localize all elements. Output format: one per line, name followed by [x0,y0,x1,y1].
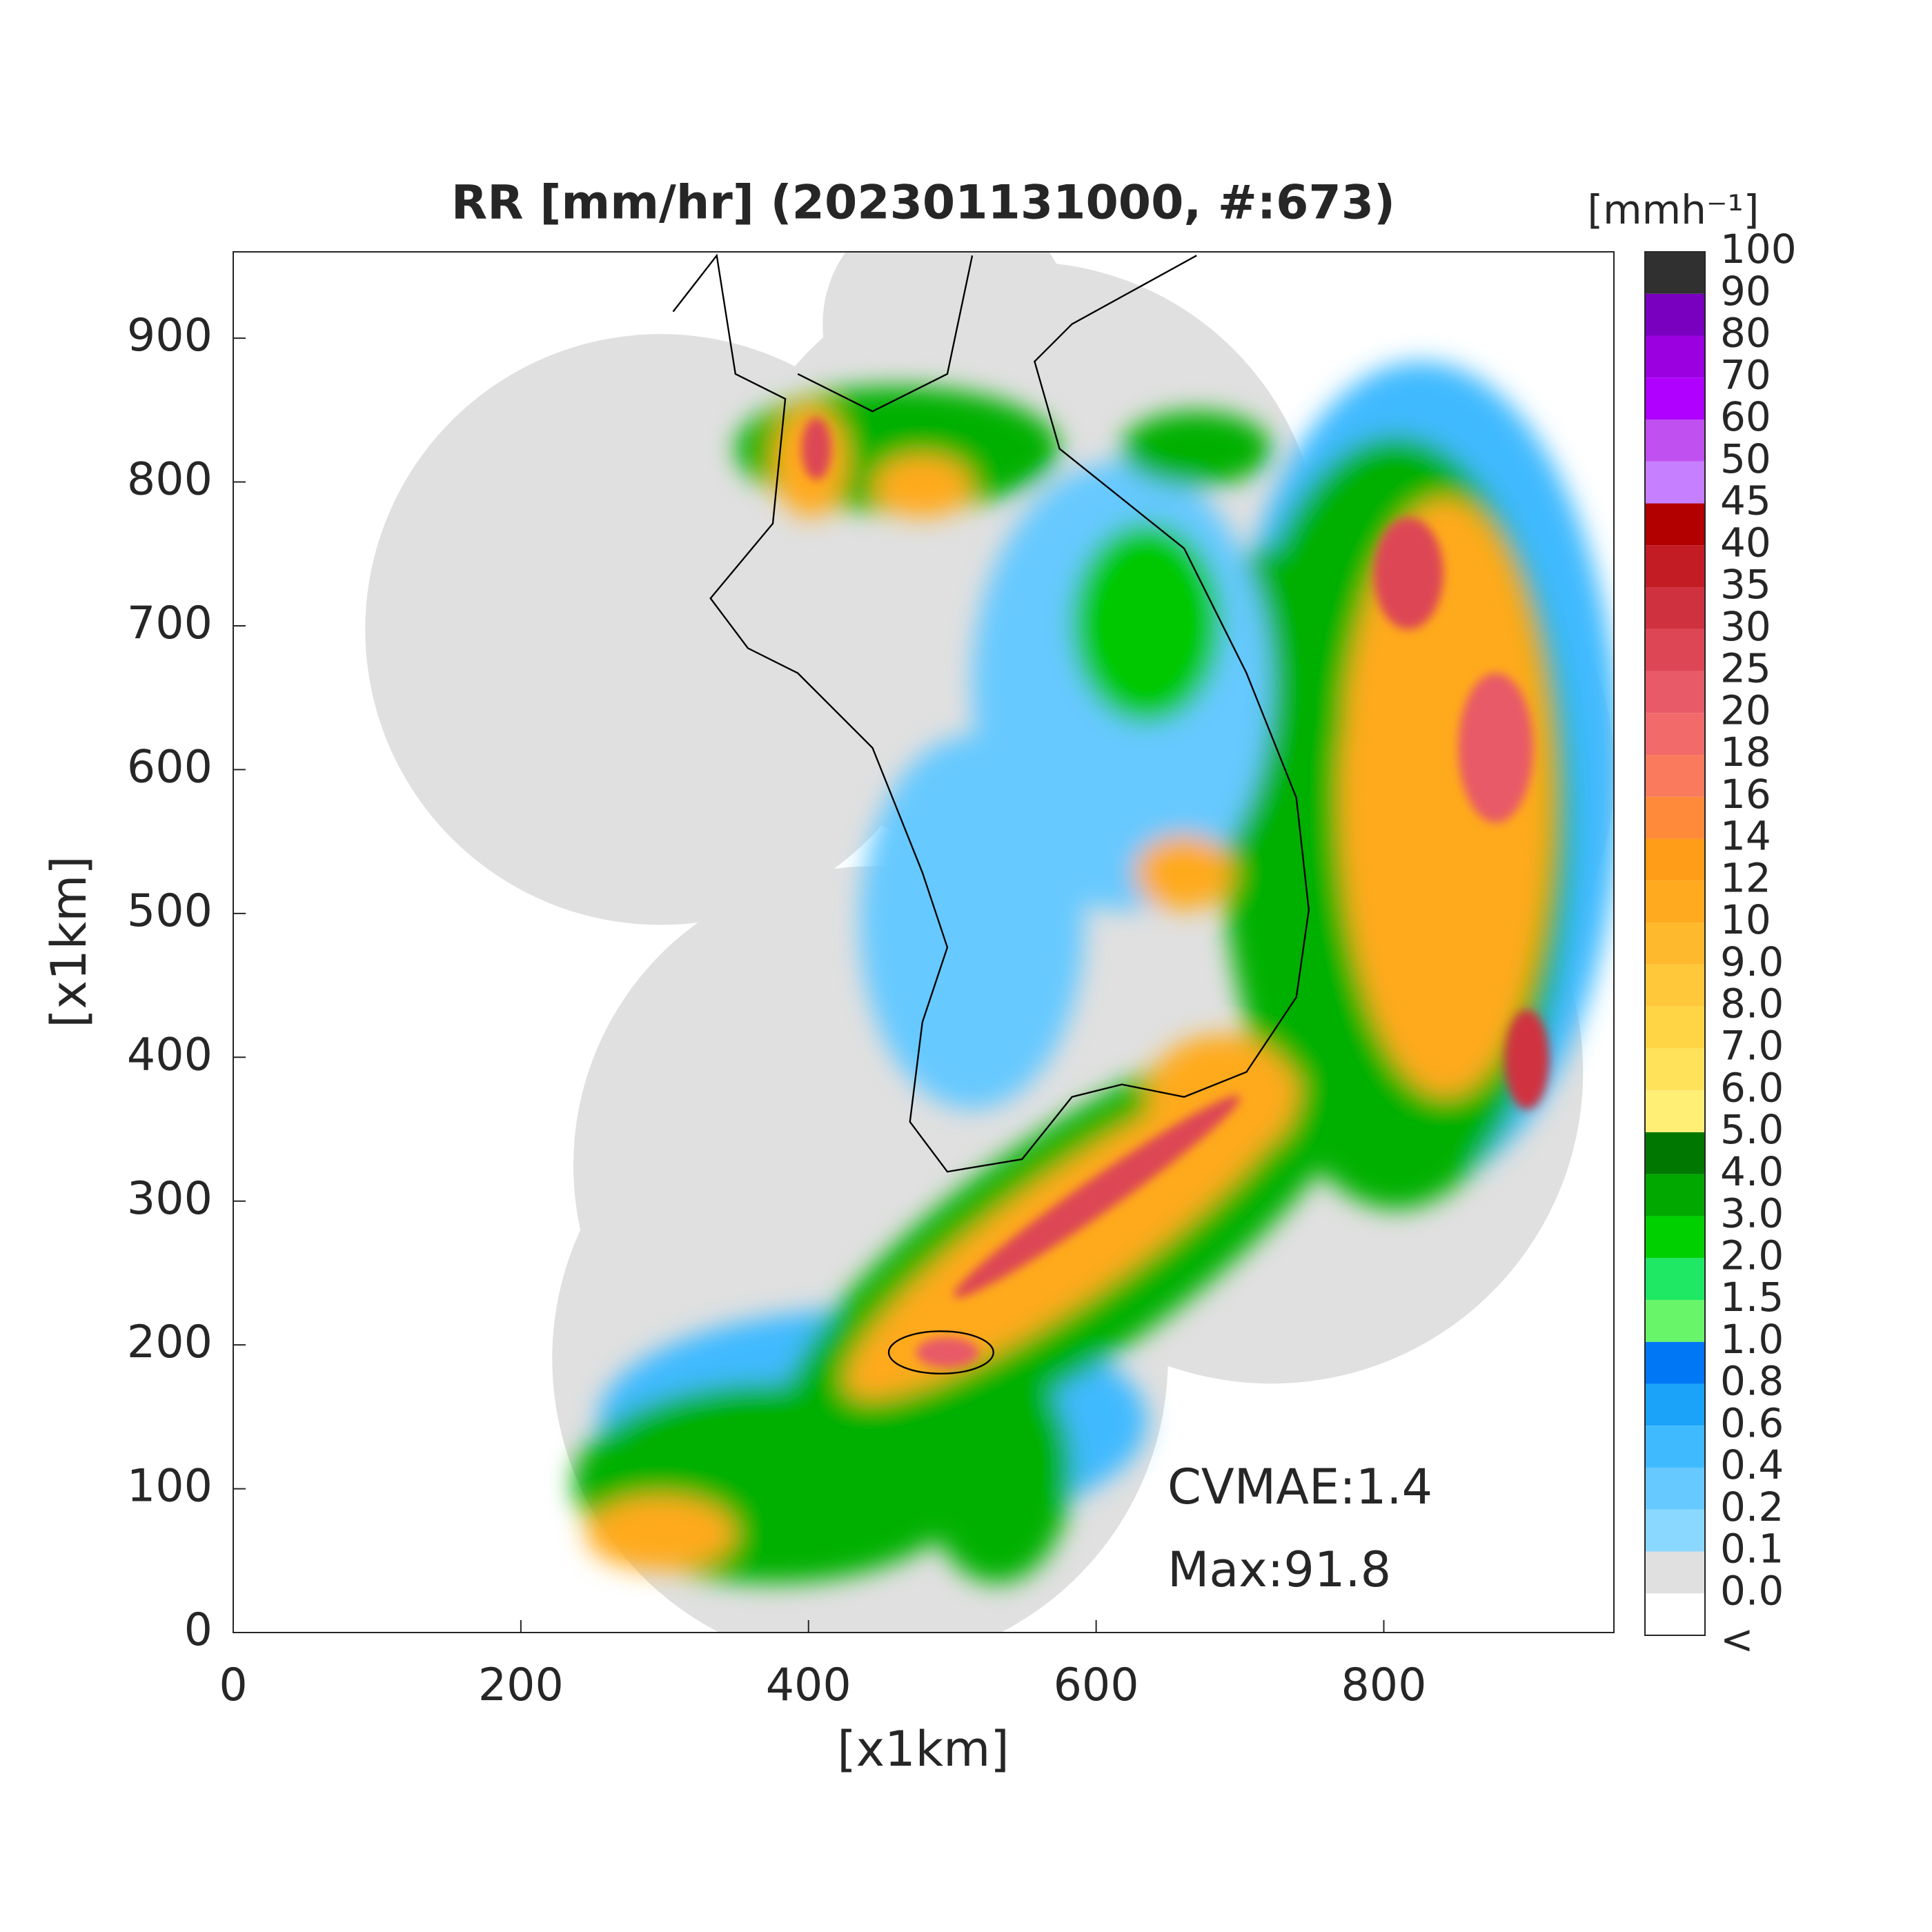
colorbar-label: 0.8 [1720,1358,1784,1405]
colorbar-bin [1645,377,1705,420]
colorbar-bin [1645,461,1705,504]
colorbar-bin [1645,293,1705,336]
colorbar-bin [1645,1216,1705,1259]
colorbar-label: 1.5 [1720,1274,1784,1321]
y-axis-label: [x1km] [41,856,97,1027]
colorbar-bin [1645,420,1705,462]
colorbar-label: 1.0 [1720,1316,1784,1363]
colorbar-label: 0.2 [1720,1483,1784,1530]
colorbar-label: 0.1 [1720,1526,1784,1573]
colorbar-label: 14 [1720,813,1771,860]
coastline [672,253,1310,1374]
x-tick-label: 400 [766,1659,851,1711]
colorbar-label: 35 [1720,561,1771,608]
chart-title: RR [mm/hr] (202301131000, #:673) [451,176,1395,230]
colorbar-label: 8.0 [1720,980,1784,1027]
colorbar-label: 70 [1720,351,1771,398]
y-tick-label: 700 [127,598,213,649]
colorbar-bin [1645,880,1705,923]
colorbar-bin [1645,1509,1705,1552]
colorbar-bin [1645,1258,1705,1300]
colorbar-bin [1645,1048,1705,1091]
colorbar-label: 12 [1720,854,1771,901]
radar-field [365,251,1615,1633]
y-tick-label: 900 [127,310,213,362]
colorbar-bin [1645,1174,1705,1216]
colorbar-label: 25 [1720,645,1771,692]
colorbar-label: 80 [1720,310,1771,357]
colorbar-title: [mmh⁻¹] [1588,186,1759,233]
plot-frame [233,251,1615,1633]
x-tick-label: 600 [1054,1659,1139,1711]
y-tick-label: 600 [127,741,213,793]
colorbar-bin [1645,796,1705,839]
colorbar-label: 6.0 [1720,1064,1784,1111]
colorbar-label: < [1720,1616,1754,1663]
colorbar-frame [1644,251,1706,1636]
colorbar-bin [1645,1551,1705,1594]
colorbar-label: 3.0 [1720,1190,1784,1237]
colorbar-bin [1645,503,1705,546]
colorbar-label: 0.0 [1720,1567,1784,1614]
colorbar-bin [1645,1593,1705,1635]
colorbar-label: 0.6 [1720,1399,1784,1446]
colorbar-bin [1645,629,1705,671]
colorbar-bin [1645,335,1705,378]
colorbar-bin [1645,923,1705,965]
colorbar-bin [1645,755,1705,797]
y-tick-label: 0 [184,1604,213,1656]
x-tick-label: 0 [219,1659,247,1711]
x-tick-label: 800 [1341,1659,1426,1711]
colorbar-label: 0.4 [1720,1441,1784,1488]
colorbar-label: 4.0 [1720,1148,1784,1195]
colorbar-label: 5.0 [1720,1106,1784,1153]
colorbar-label: 18 [1720,729,1771,776]
colorbar-label: 100 [1720,226,1797,273]
colorbar-bin [1645,587,1705,629]
x-axis-label: [x1km] [837,1721,1009,1777]
colorbar-bin [1645,1090,1705,1132]
colorbar-label: 2.0 [1720,1232,1784,1279]
colorbar-label: 9.0 [1720,938,1784,985]
colorbar-bin [1645,964,1705,1007]
x-tick-label: 200 [478,1659,564,1711]
annotation: Max:91.8 [1167,1541,1391,1598]
y-tick-label: 400 [127,1029,213,1081]
colorbar-bin [1645,713,1705,756]
colorbar-bin [1645,1132,1705,1174]
colorbar-bin [1645,838,1705,881]
colorbar-bin [1645,545,1705,588]
annotation: CVMAE:1.4 [1167,1459,1432,1515]
colorbar-bin [1645,671,1705,713]
colorbar-label: 7.0 [1720,1023,1784,1070]
y-tick-label: 500 [127,885,213,937]
colorbar-label: 20 [1720,687,1771,733]
colorbar-bin [1645,1299,1705,1342]
colorbar-label: 50 [1720,435,1771,482]
y-tick-label: 200 [127,1317,213,1368]
colorbar-label: 10 [1720,896,1771,943]
colorbar-label: 90 [1720,268,1771,315]
y-tick-label: 100 [127,1461,213,1512]
colorbar-bin [1645,1006,1705,1049]
colorbar-label: 30 [1720,603,1771,650]
colorbar-label: 16 [1720,771,1771,818]
colorbar-bin [1645,1383,1705,1426]
colorbar-bin [1645,1341,1705,1384]
y-tick-label: 300 [127,1173,213,1225]
colorbar-label: 45 [1720,477,1771,524]
colorbar-bin [1645,1467,1705,1510]
colorbar-bin [1645,252,1705,294]
colorbar-label: 60 [1720,393,1771,440]
colorbar-label: 40 [1720,519,1771,566]
y-tick-label: 800 [127,454,213,506]
colorbar-bin [1645,1426,1705,1468]
